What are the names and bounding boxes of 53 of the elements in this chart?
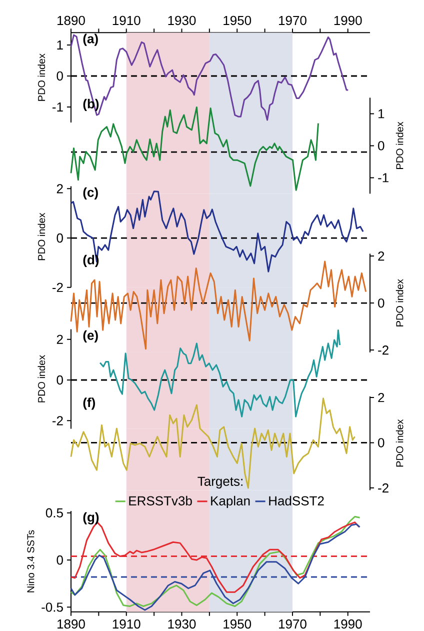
y-tick-label: 0 (56, 375, 63, 385)
y2-tick-label: 0 (378, 298, 384, 308)
annotation: (e) (83, 330, 98, 343)
x-tick-label: 1910 (112, 619, 140, 629)
x-tick-label: 1890 (58, 619, 85, 629)
legend-label: HadSST2 (269, 496, 324, 506)
x-tick-label: 1990 (334, 619, 362, 629)
y-tick-label: -2 (52, 416, 63, 426)
y-tick-label: 1 (57, 40, 63, 50)
y2-tick-label: -1 (378, 173, 388, 182)
y-tick-label: 0 (56, 71, 63, 81)
x-tick-label: 1990 (334, 16, 362, 26)
y-tick-label: 0 (56, 555, 63, 565)
y2-tick-label: 0 (378, 141, 384, 150)
x-tick-label: 1890 (58, 16, 85, 26)
y-axis-title: Nino 3.4 SSTs (26, 530, 34, 592)
y-tick-label: 0 (56, 233, 63, 243)
y-axis-title: PDO index (38, 212, 46, 260)
legend-label: Kaplan (211, 496, 250, 508)
y-tick-label: 2 (56, 184, 63, 194)
y-tick-label: -0.5 (42, 602, 63, 612)
line-series (70, 398, 356, 489)
x-tick-label: 1970 (279, 619, 306, 629)
y-tick-label: 0.5 (46, 508, 63, 518)
y2-tick-label: 1 (378, 109, 384, 118)
annotation: (g) (83, 512, 99, 524)
y2-tick-label: 0 (378, 438, 384, 448)
line-series (99, 329, 341, 418)
annotation: (d) (83, 254, 99, 268)
annotation: (c) (83, 187, 98, 200)
line-series (70, 34, 349, 121)
y2-tick-label: -2 (378, 346, 388, 355)
x-tick-label: 1950 (224, 619, 252, 629)
y2-axis-title: PDO index (396, 279, 404, 326)
legend-title: Targets: (198, 476, 242, 488)
y-tick-label: -2 (52, 282, 63, 292)
x-tick-label: 1910 (112, 16, 140, 26)
y-tick-label: 2 (56, 334, 63, 344)
x-tick-label: 1970 (279, 16, 306, 26)
x-tick-label: 1930 (168, 16, 196, 26)
y-tick-label: -1 (52, 102, 63, 112)
y2-tick-label: 2 (378, 392, 384, 402)
x-tick-label: 1950 (224, 16, 252, 26)
annotation: (a) (83, 34, 98, 46)
x-tick-label: 1930 (168, 619, 196, 629)
y2-axis-title: PDO index (396, 419, 404, 467)
y-axis-title: PDO index (38, 54, 46, 101)
y2-tick-label: 2 (378, 252, 384, 261)
y2-tick-label: -2 (378, 483, 388, 492)
legend-label: ERSSTv3b (129, 496, 192, 506)
annotation: (f) (83, 398, 96, 410)
y-axis-title: PDO index (38, 355, 46, 402)
y2-axis-title: PDO index (396, 122, 404, 169)
